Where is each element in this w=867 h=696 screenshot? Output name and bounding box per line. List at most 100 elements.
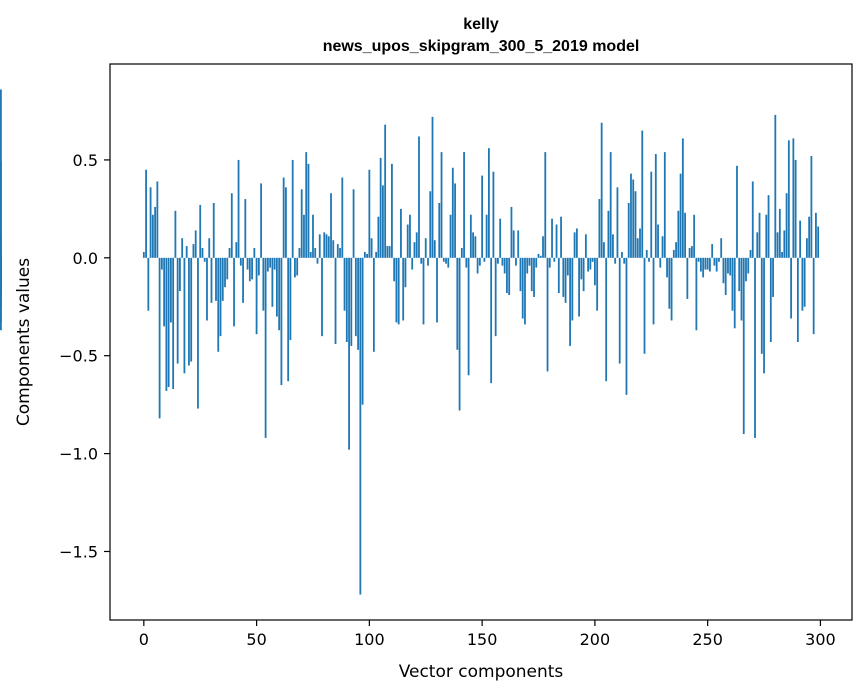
bar [451,167,454,258]
bar [632,179,635,258]
bar [242,257,244,303]
bar [294,257,296,278]
bar [808,216,811,258]
bar [623,257,626,264]
bar [185,246,188,258]
bar [330,193,332,258]
bar [709,257,711,272]
bar [790,257,792,319]
bar [312,214,314,258]
x-tick-label: 250 [692,630,723,649]
bar [404,257,407,288]
bar [510,206,513,258]
bar [677,210,680,258]
bar [359,257,362,595]
bar [645,249,648,258]
bar [334,257,337,344]
bar [582,257,585,292]
bar [760,257,763,354]
bar [386,246,389,258]
bar [0,257,2,323]
bar [524,257,526,325]
bar [420,257,423,264]
bar [690,246,693,258]
bar [201,248,204,258]
bar [397,257,400,325]
bar [156,181,159,258]
bar [756,232,759,258]
bar [584,234,587,258]
bar [469,214,472,258]
bar [684,212,686,258]
bar [456,257,459,350]
bar [571,257,574,321]
bar [233,257,235,327]
bar [445,257,447,264]
bar [332,240,335,258]
bar [221,257,224,301]
bar [454,183,456,258]
bar [181,238,184,258]
bar [499,218,502,258]
bar [569,257,571,346]
bar [636,238,639,258]
bar [738,257,741,292]
bar [255,257,258,335]
bar [298,248,301,258]
bar [587,257,590,272]
bar [235,242,238,258]
bar [530,257,533,292]
bar [460,248,463,258]
bar [366,253,368,258]
bar [796,257,799,342]
bar [643,257,646,354]
bar [280,257,283,386]
bar [704,257,707,270]
bar [747,257,750,274]
bar [226,257,229,280]
bar [323,232,326,258]
bar [154,206,156,258]
bar [219,257,222,337]
bar [774,114,777,258]
bar [483,257,486,262]
bar [440,152,443,258]
bar [494,257,497,337]
bar [151,214,154,258]
bar [672,249,675,258]
bar [379,157,382,258]
bar [327,236,330,258]
bar [607,210,610,258]
bar [715,257,718,272]
bar [794,159,797,258]
bar [781,251,783,258]
bar [648,257,650,262]
bar [179,257,181,292]
bar [476,257,479,274]
bar [197,257,199,409]
bar [409,214,411,258]
bar [429,191,432,258]
bar [406,224,409,258]
bar [262,257,265,311]
bar [578,257,580,317]
bar [792,138,795,258]
bar [727,257,729,274]
bar [736,165,738,258]
bar [147,257,150,311]
bar [269,257,272,268]
bar [722,257,725,284]
bar [377,216,380,258]
bar [260,183,262,258]
bar [167,257,170,388]
bar [778,208,781,258]
bar [309,251,312,258]
bar [533,257,535,297]
y-axis-ticks: −1.5 −1.0 −0.5 0.0 0.5 [59,151,110,561]
bar [805,238,808,258]
bar [188,257,190,366]
chart-subtitle: news_upos_skipgram_300_5_2019 model [323,38,640,55]
bar [467,257,470,376]
bar-series [0,89,820,595]
bar [418,136,420,258]
